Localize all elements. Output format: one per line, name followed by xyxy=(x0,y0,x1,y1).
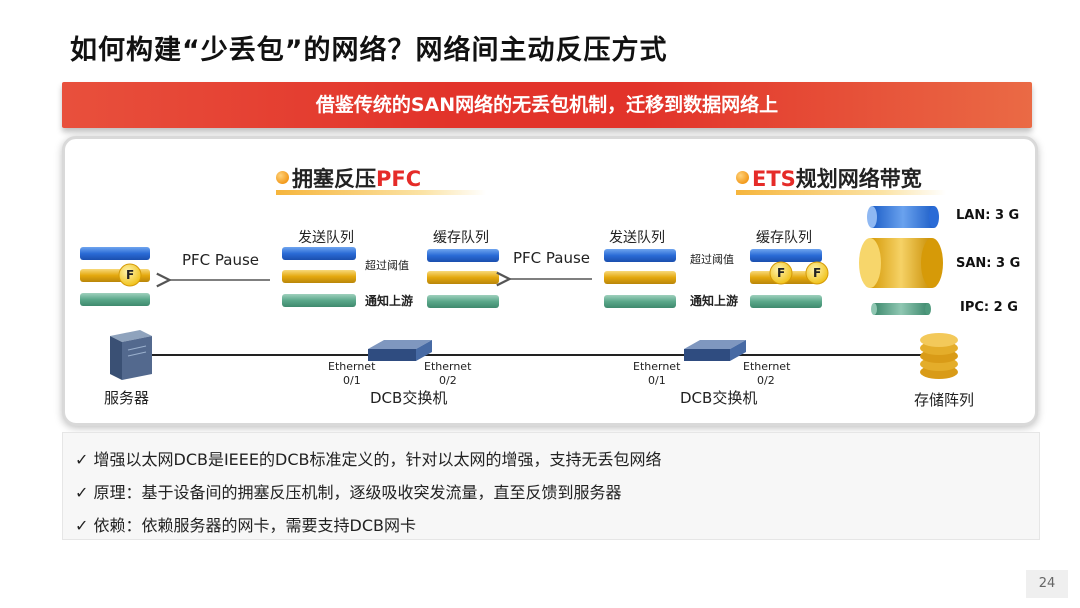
cache-queue-label: 缓存队列 xyxy=(756,230,812,246)
lan-queue-bar xyxy=(282,247,356,260)
bullet-dot-icon xyxy=(736,171,749,184)
ethernet-port-number: 0/1 xyxy=(648,374,666,387)
lan-queue-bar xyxy=(80,247,150,260)
ets-title-underline xyxy=(736,190,946,195)
ethernet-port-number: 0/2 xyxy=(757,374,775,387)
notify-upstream-label: 通知上游 xyxy=(690,294,739,308)
ipc-bandwidth-label: IPC: 2 G xyxy=(960,300,1018,315)
summary-bullet: ✓ 原理：基于设备间的拥塞反压机制，逐级吸收突发流量，直至反馈到服务器 xyxy=(75,483,622,502)
bullet-dot-icon xyxy=(276,171,289,184)
summary-bullet: ✓ 增强以太网DCB是IEEE的DCB标准定义的，针对以太网的增强，支持无丢包网… xyxy=(75,450,662,469)
summary-bullet: ✓ 依赖：依赖服务器的网卡，需要支持DCB网卡 xyxy=(75,516,416,535)
exceed-threshold-label: 超过阈值 xyxy=(690,253,734,266)
pfc-title-underline xyxy=(276,190,486,195)
ethernet-port-label: Ethernet xyxy=(633,360,681,373)
pfc-pause-label: PFC Pause xyxy=(182,251,260,269)
ets-section-title: ETS规划网络带宽 xyxy=(736,163,922,193)
switch-label: DCB交换机 xyxy=(680,389,758,407)
page-title: 如何构建“少丢包”的网络？网络间主动反压方式 xyxy=(70,35,668,66)
pfc-flag-label: F xyxy=(777,266,786,280)
lan-queue-bar xyxy=(750,249,822,262)
lan-queue-bar xyxy=(604,249,676,262)
switch2-cache-queues xyxy=(750,249,822,308)
banner: 借鉴传统的SAN网络的无丢包机制，迁移到数据网络上 xyxy=(62,82,1032,128)
lan-queue-bar xyxy=(427,249,499,262)
ipc-queue-bar xyxy=(427,295,499,308)
switch1-send-queues xyxy=(282,247,356,307)
ipc-queue-bar xyxy=(750,295,822,308)
ethernet-port-label: Ethernet xyxy=(743,360,791,373)
switch2-send-queues xyxy=(604,249,676,308)
send-queue-label: 发送队列 xyxy=(298,230,354,246)
pfc-flag-label: F xyxy=(813,266,822,280)
ipc-queue-bar xyxy=(604,295,676,308)
ipc-queue-bar xyxy=(80,293,150,306)
san-bandwidth-label: SAN: 3 G xyxy=(956,256,1021,271)
send-queue-label: 发送队列 xyxy=(609,230,665,246)
server-icon xyxy=(110,330,152,380)
pfc-flag-icon xyxy=(769,261,793,285)
exceed-threshold-label: 超过阈值 xyxy=(365,259,409,272)
ethernet-port-label: Ethernet xyxy=(424,360,472,373)
switch-label: DCB交换机 xyxy=(370,389,448,407)
san-queue-bar xyxy=(427,271,499,284)
switch1-cache-queues xyxy=(427,249,499,308)
cache-queue-label: 缓存队列 xyxy=(433,230,489,246)
pfc-pause-label: PFC Pause xyxy=(513,249,591,267)
switch-icon xyxy=(684,340,746,361)
pfc-flag-icon xyxy=(118,263,142,287)
page-number: 24 xyxy=(1026,570,1068,598)
lan-bandwidth-label: LAN: 3 G xyxy=(956,208,1020,223)
ipc-bandwidth-cylinder xyxy=(871,303,931,315)
pfc-flag-label: F xyxy=(126,268,135,282)
pfc-section-title: 拥塞反压PFC xyxy=(276,163,421,193)
storage-label: 存储阵列 xyxy=(914,391,975,409)
summary-box: ✓ 增强以太网DCB是IEEE的DCB标准定义的，针对以太网的增强，支持无丢包网… xyxy=(62,432,1040,540)
san-bandwidth-cylinder xyxy=(859,238,943,288)
switch-icon xyxy=(368,340,432,361)
ipc-queue-bar xyxy=(282,294,356,307)
pfc-flag-icon xyxy=(805,261,829,285)
notify-upstream-label: 通知上游 xyxy=(365,294,414,308)
ethernet-port-number: 0/1 xyxy=(343,374,361,387)
lan-bandwidth-cylinder xyxy=(867,206,939,228)
server-label: 服务器 xyxy=(104,389,150,407)
ethernet-port-label: Ethernet xyxy=(328,360,376,373)
san-queue-bar xyxy=(282,270,356,283)
san-queue-bar xyxy=(604,271,676,284)
ethernet-port-number: 0/2 xyxy=(439,374,457,387)
storage-array-icon xyxy=(920,333,958,379)
server-queues xyxy=(80,247,150,306)
